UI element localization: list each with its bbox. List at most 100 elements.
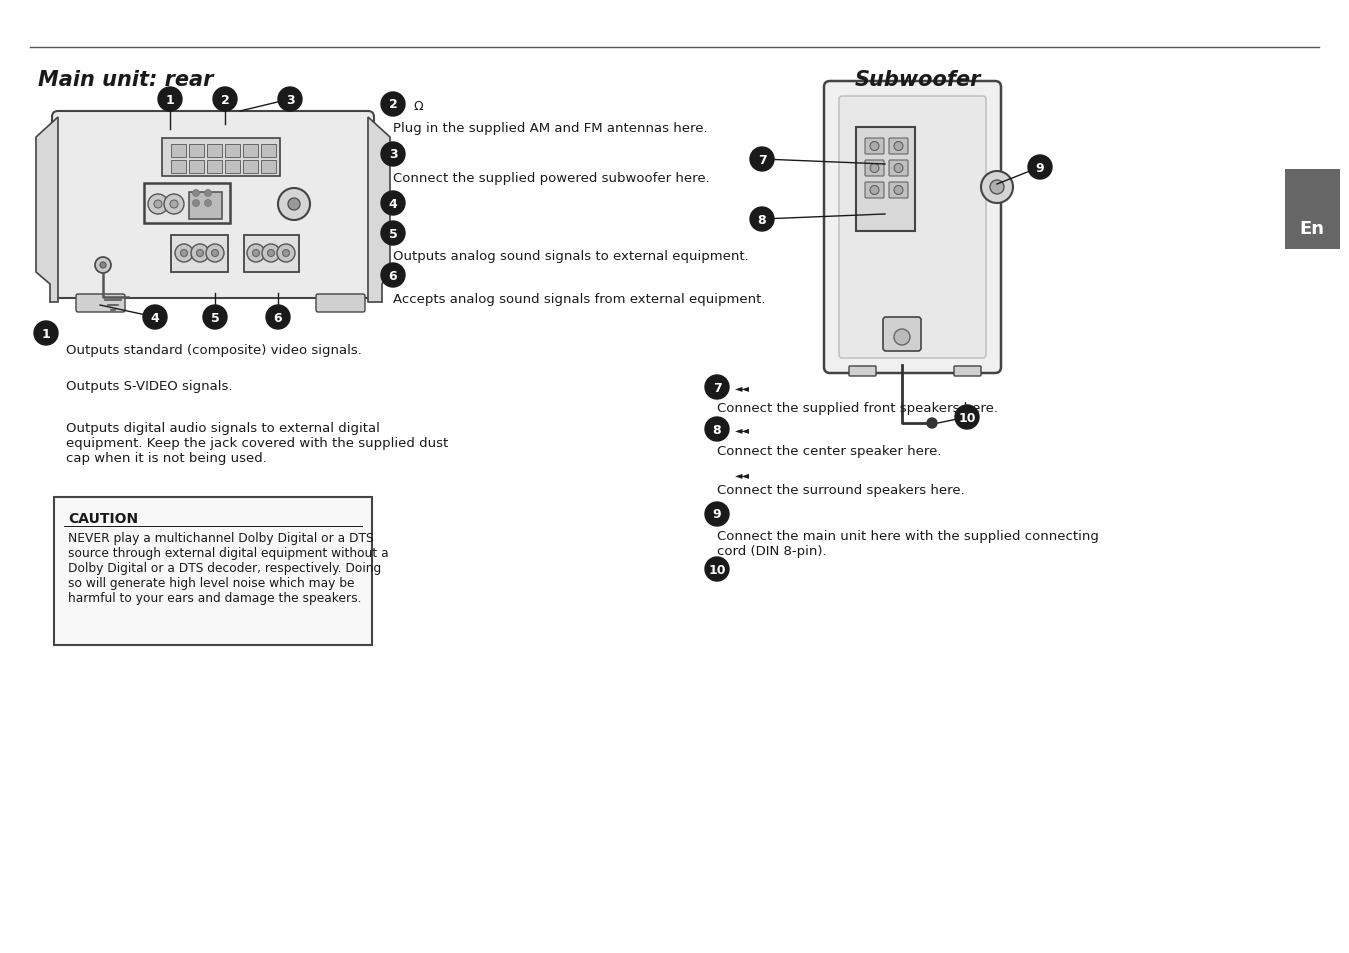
Circle shape <box>165 194 183 214</box>
FancyBboxPatch shape <box>170 235 228 273</box>
Text: 1: 1 <box>166 93 174 107</box>
Text: Outputs digital audio signals to external digital
equipment. Keep the jack cover: Outputs digital audio signals to externa… <box>66 421 448 464</box>
FancyBboxPatch shape <box>889 139 908 154</box>
Text: 6: 6 <box>389 269 398 282</box>
Polygon shape <box>36 118 58 303</box>
Circle shape <box>706 558 728 581</box>
FancyBboxPatch shape <box>954 367 981 376</box>
Text: 8: 8 <box>758 213 766 226</box>
Text: Connect the supplied front speakers here.: Connect the supplied front speakers here… <box>718 401 998 415</box>
Circle shape <box>894 164 902 173</box>
Circle shape <box>927 418 938 429</box>
Circle shape <box>706 375 728 399</box>
Circle shape <box>706 417 728 441</box>
Circle shape <box>380 92 405 117</box>
FancyBboxPatch shape <box>189 193 221 219</box>
Circle shape <box>170 201 178 209</box>
FancyBboxPatch shape <box>316 294 366 313</box>
FancyBboxPatch shape <box>889 183 908 199</box>
Circle shape <box>282 251 290 257</box>
Circle shape <box>181 251 188 257</box>
Text: 9: 9 <box>712 508 722 521</box>
Text: En: En <box>1299 220 1325 237</box>
FancyBboxPatch shape <box>170 160 186 173</box>
FancyBboxPatch shape <box>54 497 372 645</box>
Circle shape <box>990 181 1004 194</box>
Text: 5: 5 <box>210 312 220 324</box>
FancyBboxPatch shape <box>189 160 204 173</box>
Circle shape <box>148 194 169 214</box>
Text: 9: 9 <box>1036 161 1044 174</box>
FancyBboxPatch shape <box>857 128 915 232</box>
FancyBboxPatch shape <box>224 160 240 173</box>
Text: Connect the main unit here with the supplied connecting
cord (DIN 8-pin).: Connect the main unit here with the supp… <box>718 530 1099 558</box>
Circle shape <box>706 502 728 526</box>
Text: Main unit: rear: Main unit: rear <box>38 70 213 90</box>
FancyBboxPatch shape <box>260 144 275 157</box>
Text: 7: 7 <box>712 381 722 395</box>
Circle shape <box>870 164 880 173</box>
Circle shape <box>262 245 281 263</box>
Circle shape <box>94 257 111 274</box>
Circle shape <box>213 88 237 112</box>
Text: 10: 10 <box>708 563 726 576</box>
Circle shape <box>894 142 902 152</box>
FancyBboxPatch shape <box>865 161 884 177</box>
Text: NEVER play a multichannel Dolby Digital or a DTS
source through external digital: NEVER play a multichannel Dolby Digital … <box>67 532 389 604</box>
Text: 3: 3 <box>286 93 294 107</box>
Circle shape <box>1028 156 1052 180</box>
Circle shape <box>154 201 162 209</box>
Circle shape <box>252 251 259 257</box>
FancyBboxPatch shape <box>1286 170 1340 250</box>
Circle shape <box>380 143 405 167</box>
Circle shape <box>380 222 405 246</box>
Text: 4: 4 <box>151 312 159 324</box>
Circle shape <box>205 200 212 208</box>
Text: Plug in the supplied AM and FM antennas here.: Plug in the supplied AM and FM antennas … <box>393 122 708 135</box>
Text: 1: 1 <box>42 327 50 340</box>
FancyBboxPatch shape <box>206 144 221 157</box>
Circle shape <box>380 192 405 215</box>
FancyBboxPatch shape <box>839 97 986 358</box>
FancyBboxPatch shape <box>189 144 204 157</box>
Text: Connect the surround speakers here.: Connect the surround speakers here. <box>718 483 965 497</box>
Circle shape <box>193 200 200 208</box>
Circle shape <box>278 88 302 112</box>
Polygon shape <box>368 118 390 303</box>
Text: Accepts analog sound signals from external equipment.: Accepts analog sound signals from extern… <box>393 293 765 306</box>
FancyBboxPatch shape <box>144 184 229 224</box>
Circle shape <box>750 148 774 172</box>
Circle shape <box>247 245 264 263</box>
Text: ◄◄: ◄◄ <box>735 424 750 435</box>
Text: 3: 3 <box>389 149 398 161</box>
FancyBboxPatch shape <box>170 144 186 157</box>
Circle shape <box>277 245 295 263</box>
Circle shape <box>287 199 299 211</box>
Text: 10: 10 <box>958 411 975 424</box>
Circle shape <box>870 186 880 195</box>
Circle shape <box>197 251 204 257</box>
Circle shape <box>278 189 310 221</box>
FancyBboxPatch shape <box>849 367 876 376</box>
Text: Outputs analog sound signals to external equipment.: Outputs analog sound signals to external… <box>393 250 749 263</box>
Circle shape <box>267 251 274 257</box>
Circle shape <box>206 245 224 263</box>
FancyBboxPatch shape <box>76 294 125 313</box>
Circle shape <box>202 306 227 330</box>
Circle shape <box>193 191 200 197</box>
Text: 6: 6 <box>274 312 282 324</box>
FancyBboxPatch shape <box>865 139 884 154</box>
Text: 5: 5 <box>389 227 398 240</box>
FancyBboxPatch shape <box>244 235 298 273</box>
FancyBboxPatch shape <box>260 160 275 173</box>
Text: Connect the center speaker here.: Connect the center speaker here. <box>718 444 942 457</box>
Circle shape <box>212 251 219 257</box>
Circle shape <box>894 186 902 195</box>
Circle shape <box>380 264 405 288</box>
FancyBboxPatch shape <box>884 317 921 352</box>
Circle shape <box>34 322 58 346</box>
Circle shape <box>894 330 911 346</box>
Text: 2: 2 <box>389 98 398 112</box>
Circle shape <box>870 142 880 152</box>
FancyBboxPatch shape <box>53 112 374 298</box>
